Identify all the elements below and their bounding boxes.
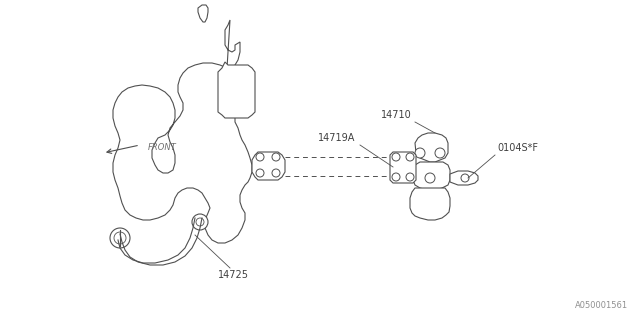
- Text: 14719A: 14719A: [317, 133, 355, 143]
- Circle shape: [114, 232, 126, 244]
- Circle shape: [110, 228, 130, 248]
- Polygon shape: [113, 20, 252, 243]
- Circle shape: [392, 153, 400, 161]
- Circle shape: [425, 173, 435, 183]
- Circle shape: [192, 214, 208, 230]
- Polygon shape: [218, 62, 255, 118]
- Polygon shape: [413, 162, 450, 190]
- Polygon shape: [252, 152, 285, 180]
- Circle shape: [461, 174, 469, 182]
- Polygon shape: [390, 152, 416, 183]
- Text: 14710: 14710: [381, 110, 412, 120]
- Circle shape: [272, 169, 280, 177]
- Circle shape: [435, 148, 445, 158]
- Circle shape: [256, 153, 264, 161]
- Text: 14725: 14725: [218, 270, 248, 280]
- Text: A050001561: A050001561: [575, 301, 628, 310]
- Circle shape: [415, 148, 425, 158]
- Polygon shape: [450, 171, 478, 185]
- Polygon shape: [198, 5, 208, 22]
- Circle shape: [196, 218, 204, 226]
- Circle shape: [256, 169, 264, 177]
- Text: 0104S*F: 0104S*F: [497, 143, 538, 153]
- Polygon shape: [410, 188, 450, 220]
- Circle shape: [272, 153, 280, 161]
- Circle shape: [406, 173, 414, 181]
- Circle shape: [392, 173, 400, 181]
- Text: FRONT: FRONT: [148, 143, 177, 153]
- Polygon shape: [415, 133, 448, 162]
- Circle shape: [406, 153, 414, 161]
